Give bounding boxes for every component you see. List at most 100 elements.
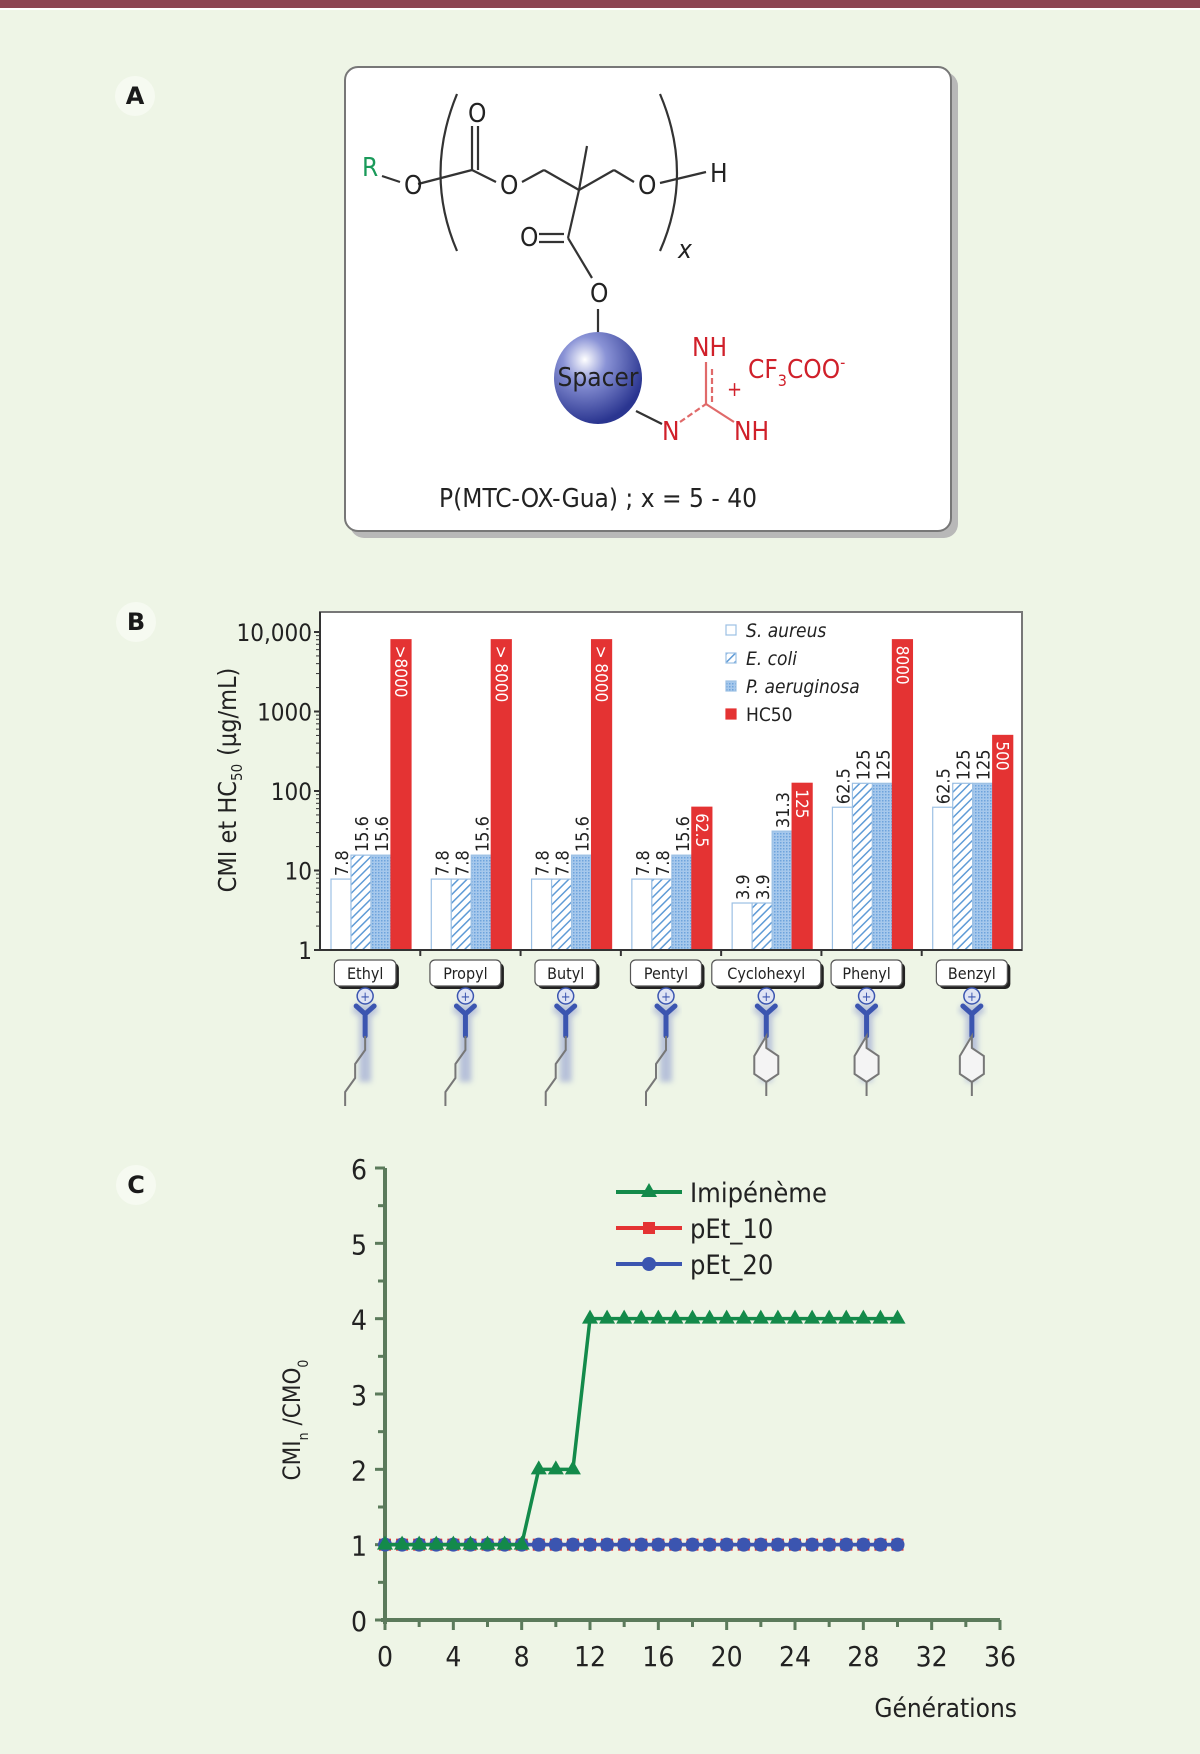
bar-value-label: 7.8 xyxy=(633,850,654,876)
right-bracket xyxy=(658,93,678,252)
y-axis-label: CMI et HC50(µg/mL) xyxy=(213,668,246,893)
circle-marker xyxy=(736,1537,751,1552)
triangle-marker xyxy=(377,1535,393,1550)
bar-value-label: 125 xyxy=(954,749,975,780)
bar-value-label: 31.3 xyxy=(773,792,794,828)
plus-sign: + xyxy=(862,990,872,1005)
repeat-subscript: x xyxy=(677,235,693,265)
x-axis-label: Générations xyxy=(874,1694,1017,1724)
plus-sign: + xyxy=(761,990,771,1005)
counterion-label: CF3COO- xyxy=(748,353,845,390)
circle-marker xyxy=(890,1537,905,1552)
r-group-label: R xyxy=(362,153,378,183)
legend-label: pEt_20 xyxy=(690,1250,773,1281)
panel-label-c: C xyxy=(116,1165,156,1205)
category-label-box xyxy=(534,959,598,987)
triangle-marker xyxy=(479,1535,496,1550)
oxygen-1: O xyxy=(404,171,422,201)
bar-s--aureus xyxy=(831,806,854,951)
circle-marker xyxy=(642,1257,656,1271)
circle-marker xyxy=(583,1537,597,1552)
triangle-marker xyxy=(633,1309,650,1324)
category-label-box xyxy=(711,959,822,987)
alkyl-chain xyxy=(444,1036,467,1106)
oxygen-3: O xyxy=(638,171,656,201)
square-marker xyxy=(643,1222,655,1234)
category-label: Ethyl xyxy=(347,964,383,983)
bar-value-label: 3.9 xyxy=(753,874,774,900)
triangle-marker xyxy=(804,1309,821,1324)
triangle-marker xyxy=(855,1309,872,1324)
triangle-marker xyxy=(496,1535,513,1550)
bar-value-label: 62.5 xyxy=(934,768,955,804)
header-bar xyxy=(0,0,1200,10)
positive-charge: + xyxy=(727,377,742,401)
legend-label: Imipénème xyxy=(690,1178,827,1209)
side-chain-structure-icon: + xyxy=(852,987,881,1096)
bar-e--coli xyxy=(751,902,773,951)
legend-label: S. aureus xyxy=(746,620,826,642)
category-label: Cyclohexyl xyxy=(727,964,805,983)
triangle-marker xyxy=(889,1309,906,1324)
bar-s--aureus xyxy=(731,902,753,951)
legend-label: E. coli xyxy=(746,648,797,670)
bar-value-label: 15.6 xyxy=(673,816,694,852)
panel-label-b: B xyxy=(116,602,156,642)
category-label-box xyxy=(429,959,502,987)
y-tick-label: 5 xyxy=(351,1228,367,1261)
spacer-label: Spacer xyxy=(558,363,639,393)
legend: Imipénème pEt_10 pEt_20 xyxy=(616,1178,827,1281)
triangle-marker xyxy=(564,1460,581,1475)
bar-value-label: 15.6 xyxy=(472,816,493,852)
x-tick-label: 4 xyxy=(445,1640,461,1673)
oxygen-carbonyl: O xyxy=(468,99,486,129)
bar-value-label: 500 xyxy=(992,741,1012,770)
structure-caption: P(MTC-OX-Gua) ; x = 5 - 40 xyxy=(439,484,757,514)
bar-e--coli xyxy=(851,782,874,951)
bar-e--coli xyxy=(651,878,673,951)
plus-sign: + xyxy=(360,990,370,1005)
plus-charge-icon xyxy=(356,987,374,1005)
y-tick-label: 10 xyxy=(285,858,312,886)
triangle-marker xyxy=(718,1309,735,1324)
triangle-marker xyxy=(641,1183,657,1197)
triangle-marker xyxy=(462,1535,479,1550)
legend-swatch xyxy=(725,624,737,636)
circle-marker xyxy=(702,1537,717,1552)
circle-marker xyxy=(668,1537,683,1552)
bar-value-label: 125 xyxy=(873,749,894,780)
oxygen-ester-carbonyl: O xyxy=(520,223,538,253)
plus-charge-icon xyxy=(857,987,876,1005)
structure-panel xyxy=(344,66,952,532)
circle-marker xyxy=(719,1537,734,1552)
side-chain-structure-icon: + xyxy=(444,987,480,1106)
circle-marker xyxy=(856,1537,871,1552)
circle-marker xyxy=(822,1537,837,1552)
x-tick-label: 32 xyxy=(916,1640,948,1673)
category-label: Butyl xyxy=(547,964,584,983)
category-label-box xyxy=(333,959,397,987)
bar-s--aureus xyxy=(430,878,452,951)
circle-marker xyxy=(805,1537,820,1552)
triangle-marker xyxy=(684,1309,701,1324)
x-axis xyxy=(320,949,1022,956)
left-bracket xyxy=(439,93,459,252)
bar-value-label: 125 xyxy=(853,749,874,780)
triangle-marker xyxy=(838,1309,855,1324)
side-chain-structure-icon: + xyxy=(344,987,379,1106)
spacer-sphere xyxy=(554,332,642,424)
bar-e--coli xyxy=(450,878,472,951)
plus-sign: + xyxy=(461,990,471,1005)
y-tick-label: 1 xyxy=(351,1530,367,1563)
guanidine-y xyxy=(554,1003,578,1039)
y-tick-label: 6 xyxy=(351,1153,367,1186)
legend-swatch xyxy=(725,708,737,720)
bar-p--aeruginosa xyxy=(570,854,593,951)
bar-s--aureus xyxy=(530,878,553,951)
triangle-marker xyxy=(394,1535,411,1550)
triangle-marker xyxy=(599,1309,616,1324)
guanidine-y xyxy=(353,1003,377,1039)
